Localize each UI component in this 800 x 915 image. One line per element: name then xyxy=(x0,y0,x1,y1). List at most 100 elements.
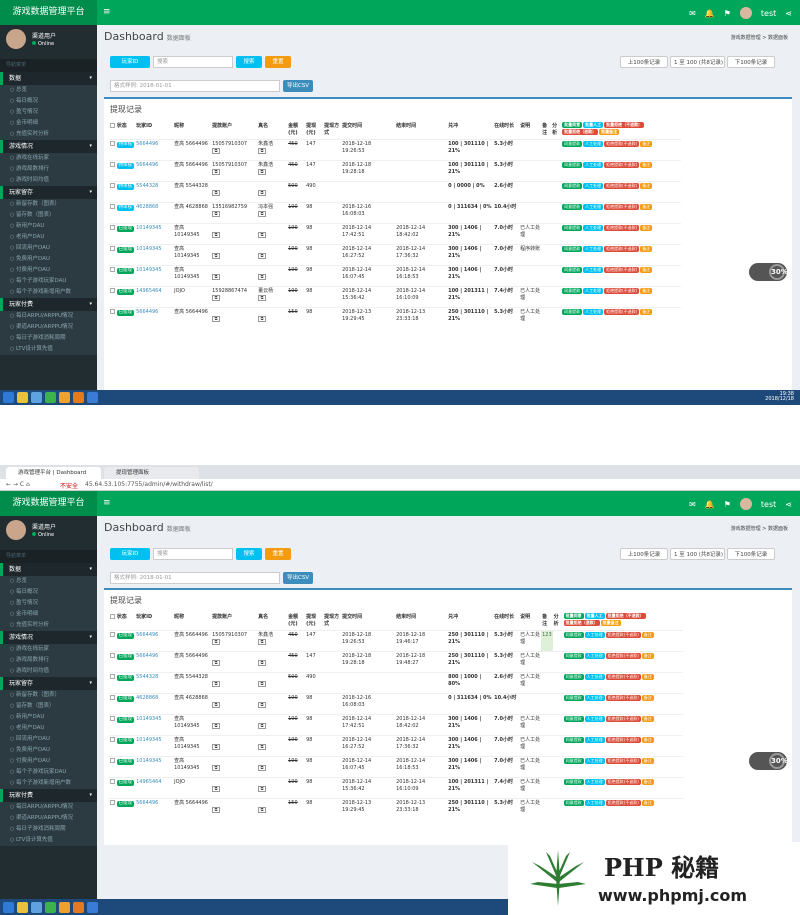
reset-button[interactable]: 重置 xyxy=(265,56,291,68)
bell-icon[interactable]: 🔔 xyxy=(704,8,715,18)
copy-icon[interactable]: ⧉ xyxy=(212,638,221,645)
prev-page-button[interactable]: 上100条记录 xyxy=(620,56,668,68)
sidebar-item[interactable]: 新用户DAU xyxy=(0,712,97,723)
row-checkbox[interactable] xyxy=(110,224,115,230)
row-action-button[interactable]: 备注 xyxy=(640,140,653,147)
copy-icon[interactable]: ⧉ xyxy=(212,189,221,196)
row-action-button[interactable]: 人工处理 xyxy=(583,182,604,189)
row-action-button[interactable]: 拒绝提款(不退款) xyxy=(604,287,640,294)
row-action-button[interactable]: 备注 xyxy=(640,161,653,168)
sidebar-group[interactable]: 玩家付费 ▾ xyxy=(0,789,97,802)
row-action-button[interactable]: 备注 xyxy=(641,736,654,743)
row-action-button[interactable]: 人工处理 xyxy=(584,673,605,680)
row-action-button[interactable]: 人工处理 xyxy=(584,799,605,806)
sidebar-item[interactable]: 每日概况 xyxy=(0,587,97,598)
ie-icon[interactable] xyxy=(31,901,42,913)
bulk-action-button[interactable]: 批量拒绝（退款） xyxy=(562,129,599,135)
copy-icon[interactable]: ⧉ xyxy=(258,168,267,175)
sidebar-item[interactable]: 游戏在线玩家 xyxy=(0,644,97,655)
player-id-link[interactable]: 10149345 xyxy=(135,755,174,777)
row-action-button[interactable]: 人工处理 xyxy=(584,715,605,722)
row-action-button[interactable]: 拒绝提款(不退款) xyxy=(605,757,641,764)
tab-withdraw[interactable]: 提现管理面板 xyxy=(104,467,199,479)
app-icon[interactable] xyxy=(73,901,84,913)
sidebar-item[interactable]: 游戏局数排行 xyxy=(0,655,97,666)
bulk-action-button[interactable]: 批量人工 xyxy=(583,122,604,128)
copy-icon[interactable]: ⧉ xyxy=(212,701,221,708)
copy-icon[interactable]: ⧉ xyxy=(258,680,267,687)
player-id-link[interactable]: 10149345 xyxy=(135,713,174,735)
row-action-button[interactable]: 拒绝提款(不退款) xyxy=(604,245,640,252)
row-action-button[interactable]: 同意提款 xyxy=(563,757,584,764)
sidebar-item[interactable]: 回流用户DAU xyxy=(0,734,97,745)
sidebar-item[interactable]: 每日ARPU/ARPPU情况 xyxy=(0,802,97,813)
row-action-button[interactable]: 备注 xyxy=(641,715,654,722)
row-action-button[interactable]: 人工处理 xyxy=(584,778,605,785)
row-checkbox[interactable] xyxy=(110,757,115,763)
row-action-button[interactable]: 同意提款 xyxy=(562,140,583,147)
copy-icon[interactable]: ⧉ xyxy=(258,764,267,771)
row-action-button[interactable]: 备注 xyxy=(640,266,653,273)
row-action-button[interactable]: 同意提款 xyxy=(562,245,583,252)
sidebar-item[interactable]: LTV设计算先值 xyxy=(0,835,97,846)
row-action-button[interactable]: 人工处理 xyxy=(583,266,604,273)
reset-button[interactable]: 重置 xyxy=(265,548,291,560)
copy-icon[interactable]: ⧉ xyxy=(212,294,221,301)
sidebar-item[interactable]: 盈亏情况 xyxy=(0,107,97,118)
bell-icon[interactable]: 🔔 xyxy=(704,499,715,509)
copy-icon[interactable]: ⧉ xyxy=(212,785,221,792)
search-input[interactable]: 搜索 xyxy=(153,548,233,560)
row-action-button[interactable]: 人工处理 xyxy=(583,287,604,294)
copy-icon[interactable]: ⧉ xyxy=(258,210,267,217)
row-action-button[interactable]: 拒绝提款(不退款) xyxy=(604,308,640,315)
player-id-link[interactable]: 5544328 xyxy=(135,180,174,202)
sidebar-item[interactable]: 新用户DAU xyxy=(0,221,97,232)
flag-icon[interactable]: ⚑ xyxy=(723,499,731,509)
bulk-action-button[interactable]: 批量同意 xyxy=(563,613,584,619)
row-action-button[interactable]: 人工处理 xyxy=(584,652,605,659)
brand-logo[interactable]: 游戏数据管理平台 xyxy=(0,491,97,516)
row-action-button[interactable]: 备注 xyxy=(640,245,653,252)
row-action-button[interactable]: 同意提款 xyxy=(562,182,583,189)
row-action-button[interactable]: 备注 xyxy=(641,778,654,785)
user-avatar[interactable] xyxy=(739,498,752,510)
sidebar-item[interactable]: 游戏局数排行 xyxy=(0,164,97,175)
player-id-link[interactable]: 5664496 xyxy=(135,797,174,819)
row-action-button[interactable]: 同意提款 xyxy=(563,715,584,722)
sidebar-item[interactable]: 付费用户DAU xyxy=(0,756,97,767)
player-id-link[interactable]: 5664496 xyxy=(135,629,174,651)
copy-icon[interactable]: ⧉ xyxy=(212,680,221,687)
menu-toggle-icon[interactable]: ≡ xyxy=(103,498,111,508)
row-action-button[interactable]: 同意提款 xyxy=(563,694,584,701)
chrome-icon[interactable] xyxy=(17,392,28,403)
row-action-button[interactable]: 拒绝提款(不退款) xyxy=(604,266,640,273)
next-page-button[interactable]: 下100条记录 xyxy=(727,56,775,68)
copy-icon[interactable]: ⧉ xyxy=(258,189,267,196)
sidebar-item[interactable]: 渠道ARPU/ARPPU情况 xyxy=(0,813,97,824)
copy-icon[interactable]: ⧉ xyxy=(212,764,221,771)
sidebar-item[interactable]: 渠道ARPU/ARPPU情况 xyxy=(0,322,97,333)
row-checkbox[interactable] xyxy=(110,652,115,658)
player-id-link[interactable]: 10149345 xyxy=(135,264,174,286)
start-icon[interactable] xyxy=(3,392,14,403)
wechat-icon[interactable] xyxy=(45,392,56,403)
sidebar-item[interactable]: LTV设计算先值 xyxy=(0,344,97,355)
row-action-button[interactable]: 同意提款 xyxy=(563,736,584,743)
row-action-button[interactable]: 同意提款 xyxy=(563,799,584,806)
sidebar-group[interactable]: 玩家留存 ▾ xyxy=(0,186,97,199)
copy-icon[interactable]: ⧉ xyxy=(212,806,221,813)
row-action-button[interactable]: 人工处理 xyxy=(583,308,604,315)
row-action-button[interactable]: 备注 xyxy=(640,308,653,315)
row-action-button[interactable]: 拒绝提款(不退款) xyxy=(604,161,640,168)
row-action-button[interactable]: 人工处理 xyxy=(583,245,604,252)
row-action-button[interactable]: 同意提款 xyxy=(563,631,584,638)
mail-icon[interactable]: ✉ xyxy=(689,8,696,18)
sidebar-item[interactable]: 新留存数（图表） xyxy=(0,690,97,701)
sidebar-item[interactable]: 留存数（图表） xyxy=(0,701,97,712)
player-id-link[interactable]: 14965464 xyxy=(135,285,174,307)
sidebar-item[interactable]: 免费用户DAU xyxy=(0,745,97,756)
copy-icon[interactable]: ⧉ xyxy=(212,659,221,666)
sidebar-item[interactable]: 游戏时间均值 xyxy=(0,175,97,186)
row-checkbox[interactable] xyxy=(110,715,115,721)
row-checkbox[interactable] xyxy=(110,631,115,637)
